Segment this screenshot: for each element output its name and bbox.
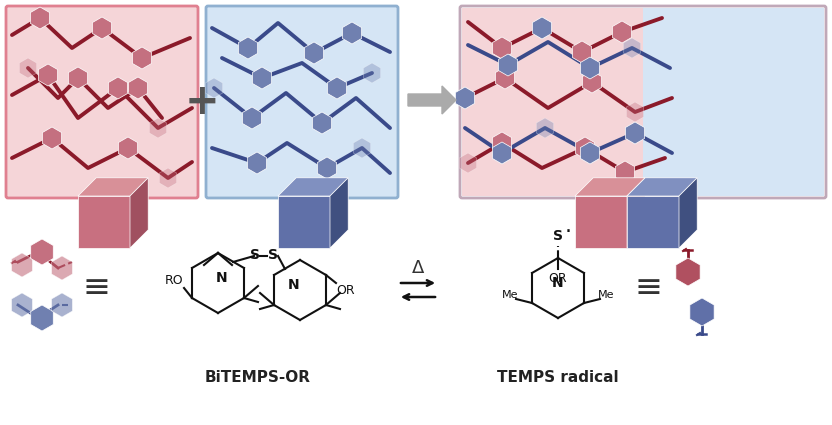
Polygon shape <box>616 161 635 183</box>
Polygon shape <box>305 42 324 64</box>
Polygon shape <box>12 293 32 317</box>
Polygon shape <box>582 71 602 93</box>
Polygon shape <box>364 63 381 83</box>
Polygon shape <box>626 102 644 122</box>
Polygon shape <box>31 7 50 29</box>
Polygon shape <box>31 239 53 265</box>
Polygon shape <box>78 196 130 248</box>
Polygon shape <box>239 37 258 59</box>
Polygon shape <box>19 58 37 78</box>
Polygon shape <box>532 17 552 39</box>
Polygon shape <box>278 178 349 196</box>
Polygon shape <box>108 77 127 99</box>
FancyBboxPatch shape <box>206 6 398 198</box>
Polygon shape <box>459 153 477 173</box>
Polygon shape <box>493 142 512 164</box>
FancyBboxPatch shape <box>6 6 198 198</box>
Polygon shape <box>330 178 349 248</box>
Polygon shape <box>31 305 53 331</box>
Polygon shape <box>493 132 512 154</box>
Polygon shape <box>623 38 641 58</box>
Text: OR: OR <box>548 272 567 284</box>
Polygon shape <box>626 122 645 144</box>
Polygon shape <box>498 54 518 76</box>
Text: N: N <box>216 271 228 285</box>
Polygon shape <box>496 67 514 89</box>
Text: ≡: ≡ <box>635 272 663 304</box>
Polygon shape <box>78 178 148 196</box>
Polygon shape <box>130 178 148 248</box>
Polygon shape <box>278 196 330 248</box>
Polygon shape <box>52 256 72 280</box>
Text: Δ: Δ <box>412 259 424 277</box>
Text: BiTEMPS-OR: BiTEMPS-OR <box>205 371 311 385</box>
Polygon shape <box>160 168 176 188</box>
Polygon shape <box>493 37 512 59</box>
Polygon shape <box>643 8 824 196</box>
Text: N: N <box>288 278 300 292</box>
Polygon shape <box>575 178 645 196</box>
Polygon shape <box>627 178 697 196</box>
Polygon shape <box>132 47 151 69</box>
Polygon shape <box>343 22 362 44</box>
Text: OR: OR <box>337 283 355 297</box>
Polygon shape <box>118 137 137 159</box>
Text: S: S <box>553 229 563 243</box>
Polygon shape <box>328 77 346 99</box>
Text: S: S <box>268 248 278 262</box>
Polygon shape <box>576 137 595 159</box>
Polygon shape <box>318 157 336 179</box>
Polygon shape <box>247 152 266 174</box>
Polygon shape <box>627 178 645 248</box>
Text: +: + <box>185 81 220 123</box>
Polygon shape <box>455 87 474 109</box>
FancyArrow shape <box>408 86 456 114</box>
Polygon shape <box>128 77 147 99</box>
Polygon shape <box>149 118 166 138</box>
Polygon shape <box>676 258 700 286</box>
Polygon shape <box>242 107 261 129</box>
Polygon shape <box>462 8 643 196</box>
Polygon shape <box>581 142 600 164</box>
Polygon shape <box>313 112 331 134</box>
Polygon shape <box>575 196 627 248</box>
Polygon shape <box>690 298 714 326</box>
Polygon shape <box>627 196 679 248</box>
Polygon shape <box>252 67 271 89</box>
Polygon shape <box>354 138 371 158</box>
Polygon shape <box>92 17 111 39</box>
Polygon shape <box>12 253 32 277</box>
Text: S: S <box>250 248 260 262</box>
Text: RO: RO <box>165 274 183 286</box>
Polygon shape <box>38 64 57 86</box>
Text: Me: Me <box>502 290 518 300</box>
Polygon shape <box>537 118 553 138</box>
Text: Me: Me <box>597 290 614 300</box>
Text: ≡: ≡ <box>82 272 110 304</box>
Text: N: N <box>552 276 564 290</box>
Polygon shape <box>572 41 592 63</box>
Polygon shape <box>42 127 62 149</box>
Polygon shape <box>612 21 631 43</box>
Polygon shape <box>68 67 87 89</box>
Text: TEMPS radical: TEMPS radical <box>498 371 619 385</box>
Polygon shape <box>581 57 600 79</box>
Polygon shape <box>206 78 223 98</box>
Polygon shape <box>52 293 72 317</box>
Polygon shape <box>679 178 697 248</box>
Text: ·: · <box>564 222 572 242</box>
